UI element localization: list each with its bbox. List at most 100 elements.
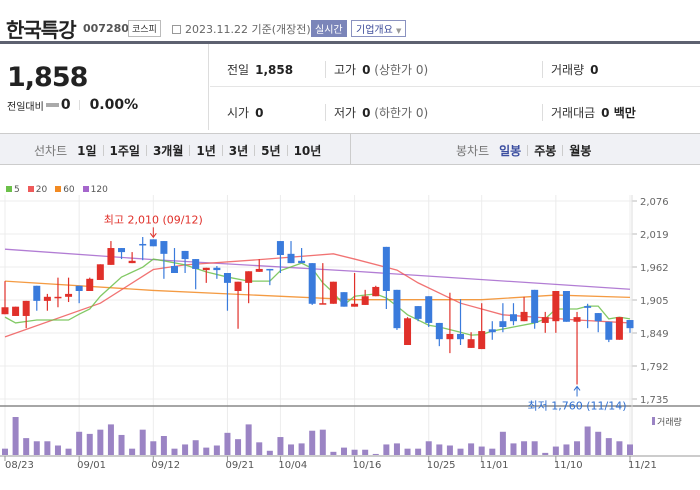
volume-bar [33, 441, 40, 455]
volume-bar [616, 441, 623, 455]
high-arrow-head [149, 233, 157, 239]
candle-body [372, 286, 380, 297]
x-tick-label: 10/04 [278, 460, 307, 471]
volume-bar [213, 445, 220, 455]
candle-body [1, 307, 9, 315]
volume-bar [97, 429, 104, 455]
header: 한국특강 007280 코스피 2023.11.22 기준(개장전) 실시간 기… [0, 0, 700, 44]
candle-body [361, 296, 369, 305]
candle-body [65, 293, 73, 297]
x-tick-label: 08/23 [5, 460, 34, 471]
realtime-button[interactable]: 실시간 [311, 20, 347, 37]
volume-bar [277, 437, 284, 455]
candle-body [128, 260, 136, 264]
candle-body [351, 303, 359, 307]
candle-chart-label: 봉차트 [456, 144, 490, 158]
volume-bar [76, 431, 83, 455]
candle-body [181, 250, 189, 260]
line-chart-label: 선차트 [34, 144, 68, 158]
volume-bar [383, 444, 390, 455]
candle-body [276, 241, 284, 255]
volume-bar [192, 440, 199, 455]
date-text: 2023.11.22 기준(개장전) [185, 23, 311, 36]
ma120-line [4, 248, 631, 290]
candle-body [43, 296, 51, 301]
volume-bar [65, 448, 72, 455]
tab-weekly[interactable]: 주봉 [534, 144, 557, 158]
candle-body [552, 291, 560, 322]
candle-body [22, 300, 30, 316]
stats-grid: 전일 1,858 고가 0 (상한가 0) 거래량 0 시가 0 저가 0 (하한가 0)… [210, 44, 700, 130]
volume-legend-swatch [652, 417, 655, 425]
candle-body [118, 248, 126, 253]
tab-10y[interactable]: 10년 [293, 144, 322, 158]
volume-bar [627, 444, 633, 455]
legend-item: 60 [55, 185, 75, 195]
low-annotation: 최저 1,760 (11/14) [528, 399, 627, 412]
tab-3y[interactable]: 3년 [228, 144, 249, 158]
volume-bar [182, 444, 189, 455]
volume-bar [436, 444, 443, 455]
candle-body [75, 285, 83, 291]
candle-body [499, 321, 507, 327]
date-info: 2023.11.22 기준(개장전) [172, 21, 311, 37]
volume-bar [288, 444, 295, 455]
stat-volume: 거래량 0 [542, 61, 598, 78]
candle-body [531, 289, 539, 323]
tab-5y[interactable]: 5년 [261, 144, 281, 158]
candle-body [86, 278, 94, 291]
candle-body [446, 333, 454, 340]
candle-body [478, 331, 486, 350]
candle-body [573, 317, 581, 322]
volume-bar [139, 429, 146, 455]
market-badge: 코스피 [128, 20, 161, 37]
tab-1d[interactable]: 1일 [77, 144, 97, 158]
stat-prev: 전일 1,858 [227, 63, 294, 77]
volume-bar [563, 444, 570, 455]
volume-bar [203, 447, 210, 455]
volume-bar [86, 433, 93, 455]
quote-panel: 1,858 전일대비 0 0.00% [0, 44, 209, 130]
volume-bar [23, 438, 30, 455]
company-overview-dropdown[interactable]: 기업개요 ▼ [351, 20, 407, 37]
company-overview-label: 기업개요 [356, 25, 393, 36]
tab-daily[interactable]: 일봉 [499, 144, 522, 158]
divider [78, 100, 80, 110]
tab-monthly[interactable]: 월봉 [569, 144, 592, 158]
candle-body [594, 313, 602, 322]
volume-bar [2, 448, 8, 455]
candle-body [467, 339, 475, 348]
x-tick-label: 11/10 [554, 460, 583, 471]
legend-item: 20 [27, 185, 47, 195]
candle-body [96, 264, 104, 280]
volume-bar [531, 441, 538, 455]
candle-body [541, 317, 549, 323]
ma20-line [4, 253, 631, 338]
stat-open: 시가 0 [227, 106, 264, 120]
flat-icon [45, 103, 59, 107]
volume-bar [605, 438, 612, 455]
volume-bar [595, 431, 602, 455]
candle-body [584, 306, 592, 308]
volume-bar [330, 451, 337, 455]
volume-bar [118, 434, 125, 455]
candle-body [54, 296, 62, 299]
candle-body [12, 306, 20, 316]
volume-bar [224, 432, 231, 455]
volume-bar [404, 448, 411, 455]
candle-body [107, 248, 115, 265]
volume-bar [510, 443, 517, 455]
tab-1w[interactable]: 1주일 [109, 144, 140, 158]
candle-body [223, 273, 231, 283]
tab-1y[interactable]: 1년 [196, 144, 216, 158]
low-arrow-head [573, 385, 581, 391]
change-value: 0 [60, 97, 71, 113]
ma-legend: 5 20 60 120 [6, 185, 108, 195]
volume-bar [521, 441, 528, 455]
volume-bar [107, 424, 114, 455]
y-tick-label: 2,019 [640, 230, 669, 241]
tab-3m[interactable]: 3개월 [152, 144, 184, 158]
candle-body [192, 259, 200, 269]
candle-body [488, 329, 496, 333]
x-tick-label: 09/12 [151, 460, 180, 471]
